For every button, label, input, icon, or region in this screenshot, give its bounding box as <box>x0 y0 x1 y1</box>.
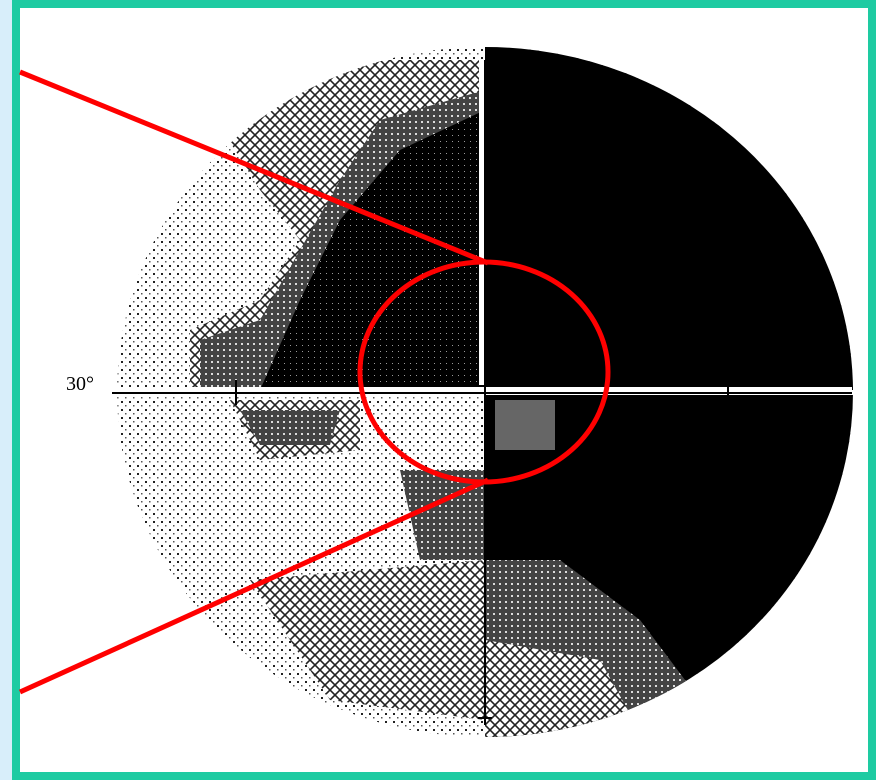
degree-label: 30° <box>66 373 94 395</box>
field-cross-bottom <box>250 560 485 720</box>
field-gray-patch <box>495 400 555 450</box>
highlight-ellipse <box>357 259 611 485</box>
callout-line-top <box>19 69 489 266</box>
callout-line-bottom <box>18 477 490 695</box>
field-dark-upper <box>260 110 485 390</box>
field-dense-lower-left <box>240 410 340 445</box>
